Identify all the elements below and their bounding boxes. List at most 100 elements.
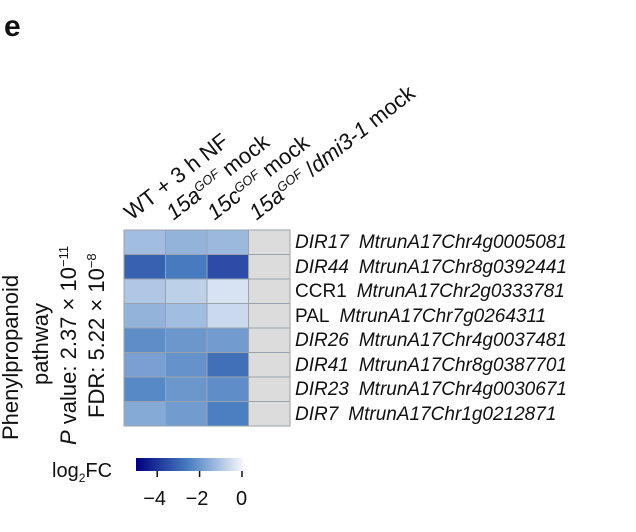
colorbar-segment bbox=[207, 458, 211, 471]
colorbar-segment bbox=[178, 458, 182, 471]
row-label: PAL MtrunA17Chr7g0264311 bbox=[295, 307, 546, 326]
colorbar-segment bbox=[159, 458, 164, 471]
row-label: DIR26 MtrunA17Chr4g0037481 bbox=[295, 331, 567, 350]
heatmap-cell bbox=[123, 254, 166, 280]
colorbar-segment bbox=[196, 458, 201, 471]
heatmap-cell bbox=[206, 352, 249, 378]
colorbar-segment bbox=[157, 458, 161, 471]
colorbar-segment bbox=[231, 458, 235, 471]
colorbar-segment bbox=[162, 458, 166, 471]
row-label: DIR7 MtrunA17Chr1g0212871 bbox=[295, 405, 556, 424]
colorbar-segment bbox=[143, 458, 148, 471]
colorbar-segment bbox=[234, 458, 238, 471]
row-label: CCR1 MtrunA17Chr2g0333781 bbox=[295, 282, 565, 301]
heatmap-cell bbox=[248, 352, 291, 378]
colorbar-segment bbox=[223, 458, 227, 471]
colorbar-segment bbox=[175, 458, 179, 471]
heatmap-cell bbox=[165, 229, 208, 255]
heatmap-cell bbox=[206, 278, 249, 304]
colorbar-segment bbox=[138, 458, 142, 471]
gene-name: PAL bbox=[295, 305, 330, 327]
colorbar-segment bbox=[236, 458, 240, 471]
colorbar-segment bbox=[141, 458, 145, 471]
row-label: DIR17 MtrunA17Chr4g0005081 bbox=[295, 233, 567, 252]
heatmap-cell bbox=[123, 278, 166, 304]
colorbar-segment bbox=[194, 458, 198, 471]
panel-letter: e bbox=[4, 10, 21, 43]
heatmap-cell bbox=[123, 376, 166, 402]
colorbar-segment bbox=[212, 458, 217, 471]
colorbar-title: log2FC bbox=[52, 460, 113, 485]
gene-locus: MtrunA17Chr1g0212871 bbox=[348, 403, 557, 425]
heatmap-cell bbox=[206, 376, 249, 402]
colorbar-tick-label: −2 bbox=[185, 488, 209, 510]
colorbar-segment bbox=[181, 458, 185, 471]
colorbar-segment bbox=[149, 458, 153, 471]
gene-locus: MtrunA17Chr2g0333781 bbox=[356, 281, 565, 302]
colorbar-segment bbox=[136, 458, 140, 471]
colorbar-segment bbox=[167, 458, 172, 471]
heatmap-cell bbox=[248, 229, 291, 255]
colorbar-tick-label: 0 bbox=[236, 488, 248, 510]
heatmap-cell bbox=[165, 376, 208, 402]
colorbar-segment bbox=[170, 458, 174, 471]
heatmap-cell bbox=[206, 303, 249, 329]
colorbar-segment bbox=[189, 458, 193, 471]
heatmap-cell bbox=[165, 401, 208, 427]
colorbar-segment bbox=[239, 458, 243, 471]
row-label: DIR41 MtrunA17Chr8g0387701 bbox=[295, 356, 567, 375]
gene-locus: MtrunA17Chr7g0264311 bbox=[339, 305, 547, 327]
row-label: DIR44 MtrunA17Chr8g0392441 bbox=[295, 258, 567, 277]
heatmap-cell bbox=[123, 352, 166, 378]
heatmap-cell bbox=[248, 278, 291, 304]
colorbar-segment bbox=[218, 458, 222, 471]
heatmap-cell bbox=[248, 327, 291, 353]
heatmap-cell bbox=[165, 352, 208, 378]
heatmap-cell bbox=[206, 327, 249, 353]
gene-name: DIR26 bbox=[295, 330, 349, 351]
colorbar-tick-label: −4 bbox=[143, 488, 166, 510]
gene-locus: MtrunA17Chr8g0392441 bbox=[358, 256, 567, 278]
colorbar-segment bbox=[173, 458, 177, 471]
gene-name: DIR17 bbox=[295, 232, 349, 253]
gene-name: CCR1 bbox=[295, 281, 347, 302]
gene-locus: MtrunA17Chr4g0037481 bbox=[358, 330, 567, 351]
colorbar-segment bbox=[154, 458, 158, 471]
heatmap-cell bbox=[248, 376, 291, 402]
colorbar-segment bbox=[228, 458, 232, 471]
colorbar-segment bbox=[202, 458, 206, 471]
colorbar-segment bbox=[183, 458, 187, 471]
colorbar-segment bbox=[204, 458, 209, 471]
heatmap-cell bbox=[123, 327, 166, 353]
gene-locus: MtrunA17Chr8g0387701 bbox=[358, 354, 567, 376]
gene-locus: MtrunA17Chr4g0030671 bbox=[358, 379, 567, 400]
gene-name: DIR7 bbox=[295, 403, 339, 425]
heatmap-cell bbox=[165, 303, 208, 329]
colorbar-segment bbox=[191, 458, 195, 471]
colorbar-segment bbox=[226, 458, 230, 471]
gene-locus: MtrunA17Chr4g0005081 bbox=[358, 232, 567, 253]
colorbar-segment bbox=[165, 458, 169, 471]
gene-name: DIR23 bbox=[295, 379, 349, 400]
colorbar-segment bbox=[146, 458, 150, 471]
heatmap-cell bbox=[248, 254, 291, 280]
heatmap-cell bbox=[165, 327, 208, 353]
colorbar-segment bbox=[220, 458, 225, 471]
heatmap-cell bbox=[123, 401, 166, 427]
heatmap-cell bbox=[206, 229, 249, 255]
colorbar-segment bbox=[215, 458, 219, 471]
heatmap-cell bbox=[248, 401, 291, 427]
heatmap-cell bbox=[248, 303, 291, 329]
heatmap-cell bbox=[123, 303, 166, 329]
colorbar-segment bbox=[210, 458, 214, 471]
gene-name: DIR44 bbox=[295, 256, 349, 278]
colorbar-segment bbox=[151, 458, 156, 471]
heatmap-cell bbox=[206, 254, 249, 280]
heatmap-cell bbox=[123, 229, 166, 255]
gene-name: DIR41 bbox=[295, 354, 349, 376]
colorbar-segment bbox=[186, 458, 190, 471]
heatmap-cell bbox=[206, 401, 249, 427]
heatmap-cell bbox=[165, 278, 208, 304]
